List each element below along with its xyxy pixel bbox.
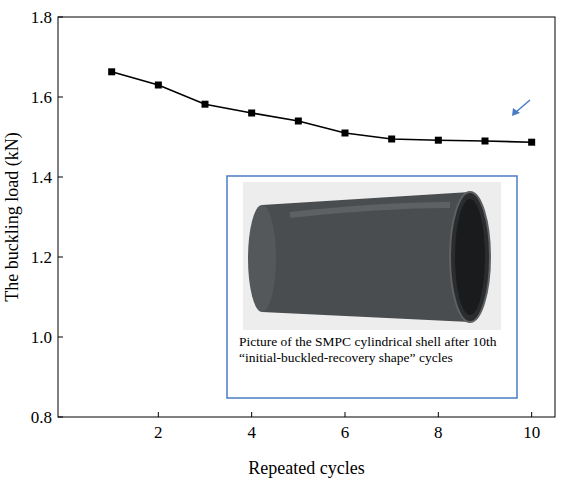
- cylinder-end: [248, 205, 276, 312]
- data-point: [482, 138, 489, 145]
- x-tick-label: 2: [154, 423, 163, 442]
- data-line: [112, 72, 532, 142]
- y-tick-label: 0.8: [31, 408, 52, 427]
- data-point: [248, 110, 255, 117]
- data-point: [435, 137, 442, 144]
- y-tick-label: 1.0: [31, 328, 52, 347]
- x-axis-title: Repeated cycles: [248, 458, 364, 478]
- cylinder-inside: [455, 199, 485, 315]
- x-tick-label: 4: [247, 423, 256, 442]
- data-point: [155, 82, 162, 89]
- y-tick-label: 1.4: [31, 168, 53, 187]
- cylinder-picture: [243, 182, 501, 330]
- x-tick-label: 10: [523, 423, 540, 442]
- y-tick-label: 1.2: [31, 248, 52, 267]
- plot-frame: [58, 17, 555, 417]
- x-tick: [345, 412, 346, 417]
- cylinder-highlight: [290, 205, 450, 215]
- x-tick-label: 8: [434, 423, 443, 442]
- data-point: [342, 130, 349, 137]
- y-axis-title: The buckling load (kN): [2, 132, 23, 301]
- data-point: [202, 101, 209, 108]
- data-point: [108, 68, 115, 75]
- y-tick: [58, 97, 63, 98]
- x-tick: [531, 412, 532, 417]
- arrow: [516, 100, 530, 112]
- data-group: [108, 68, 535, 145]
- y-tick: [58, 177, 63, 178]
- photo-ground: [243, 182, 501, 330]
- y-tick-label: 1.6: [31, 88, 52, 107]
- cylinder-body: [262, 192, 470, 322]
- x-tick: [158, 412, 159, 417]
- data-point: [528, 139, 535, 146]
- chart: 0.8 1.0 1.2 1.4 1.6 1.8 2 4 6 8 10 Repeated cycles T…: [0, 0, 582, 488]
- annotation: Picture of the SMPC cylindrical shell af…: [239, 334, 497, 365]
- annotation-line: Picture of the SMPC cylindrical shell af…: [239, 334, 497, 349]
- y-tick-label: 1.8: [31, 8, 52, 27]
- data-point: [295, 118, 302, 125]
- y-tick: [58, 17, 63, 18]
- y-tick: [58, 257, 63, 258]
- inset-box: [227, 176, 517, 398]
- arrow-head: [512, 108, 520, 116]
- cylinder-open-end: [450, 192, 490, 322]
- data-point: [388, 136, 395, 143]
- x-tick: [251, 412, 252, 417]
- x-tick: [438, 412, 439, 417]
- x-tick-label: 6: [341, 423, 350, 442]
- y-tick: [58, 417, 63, 418]
- y-tick: [58, 337, 63, 338]
- annotation-line: “initial-buckled-recovery shape” cycles: [239, 350, 453, 365]
